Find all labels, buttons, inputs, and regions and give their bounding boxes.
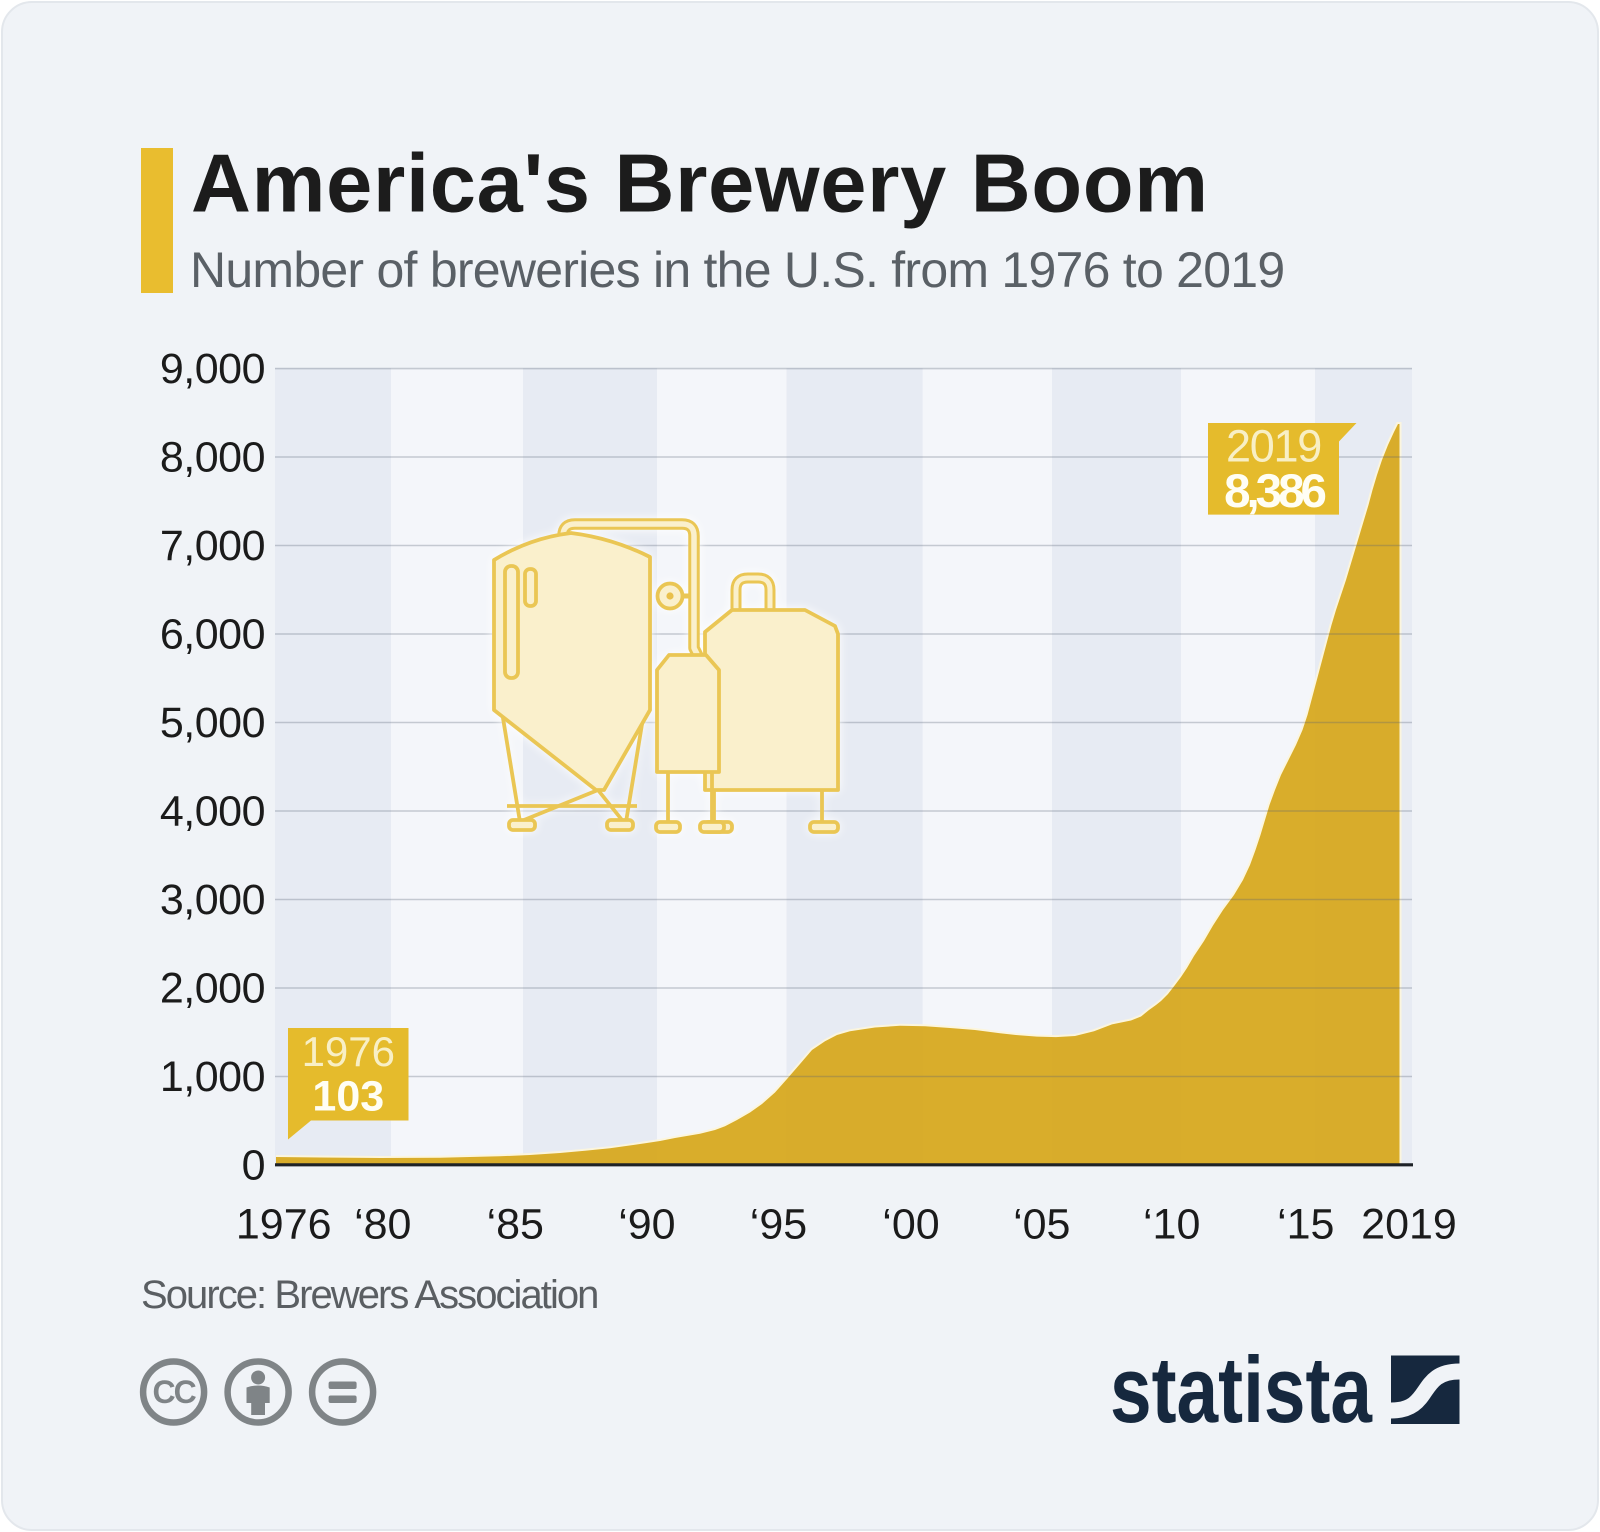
svg-text:CC: CC [152,1374,196,1410]
svg-text:‘05: ‘05 [1013,1201,1070,1249]
svg-text:Source: Brewers Association: Source: Brewers Association [141,1273,597,1317]
svg-text:1976: 1976 [236,1201,332,1249]
svg-text:8,386: 8,386 [1224,465,1325,518]
svg-text:‘15: ‘15 [1277,1201,1334,1249]
svg-text:103: 103 [312,1073,384,1121]
svg-text:‘90: ‘90 [618,1201,675,1249]
svg-text:9,000: 9,000 [160,345,265,393]
svg-text:‘95: ‘95 [750,1201,807,1249]
svg-text:America's Brewery Boom: America's Brewery Boom [191,137,1209,230]
svg-text:‘85: ‘85 [487,1201,544,1249]
svg-text:2019: 2019 [1361,1201,1457,1249]
svg-text:1,000: 1,000 [160,1053,265,1101]
svg-text:‘00: ‘00 [882,1201,939,1249]
svg-text:‘80: ‘80 [354,1201,411,1249]
svg-text:5,000: 5,000 [160,699,265,747]
svg-text:1976: 1976 [302,1028,395,1075]
svg-text:0: 0 [242,1141,265,1189]
svg-text:4,000: 4,000 [160,787,265,835]
svg-text:8,000: 8,000 [160,434,265,482]
svg-text:6,000: 6,000 [160,611,265,659]
svg-text:7,000: 7,000 [160,522,265,570]
svg-text:‘10: ‘10 [1143,1201,1200,1249]
svg-text:Number of breweries in the U.S: Number of breweries in the U.S. from 197… [190,242,1284,298]
svg-text:2019: 2019 [1226,421,1321,472]
svg-text:3,000: 3,000 [160,876,265,924]
svg-text:statista: statista [1110,1337,1373,1442]
svg-text:2,000: 2,000 [160,964,265,1012]
